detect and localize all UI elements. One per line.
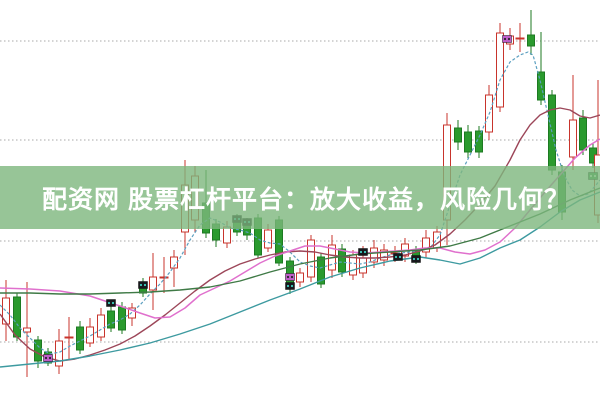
headline-text: 配资网 股票杠杆平台：放大收益，风险几何？ (42, 185, 570, 214)
headline-banner: 配资网 股票杠杆平台：放大收益，风险几何？ (0, 166, 600, 229)
